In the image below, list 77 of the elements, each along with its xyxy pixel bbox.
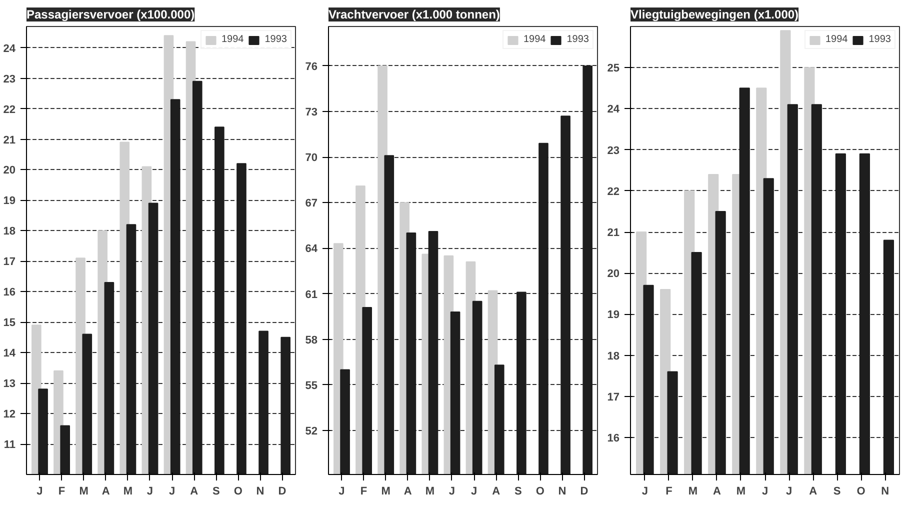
x-tick-label: A [492,486,500,498]
x-tick-label: M [79,486,88,498]
x-tick-label: O [536,486,545,498]
legend-label: 1993 [868,34,891,45]
x-tick-label: M [425,486,435,498]
y-tick-label: 23 [607,144,620,157]
y-tick-label: 12 [3,408,16,421]
x-tick-label: A [404,486,412,498]
y-tick-label: 15 [3,317,16,330]
y-tick-label: 17 [3,256,16,268]
x-tick-label: M [736,486,746,498]
x-tick-label: A [809,486,818,498]
x-tick-label: J [448,486,456,498]
y-tick-label: 67 [305,198,318,210]
y-tick-label: 14 [3,348,16,360]
x-tick-label: J [762,486,768,498]
chart-title: Vliegtuigbewegingen (x1.000) [630,8,799,22]
y-tick-label: 18 [607,350,620,362]
y-tick-label: 19 [3,195,16,208]
y-tick-label: 20 [3,164,16,177]
y-tick-label: 22 [3,104,16,116]
y-tick-label: 25 [607,62,620,75]
y-tick-label: 21 [3,134,16,146]
legend-label: 1994 [222,34,244,45]
x-tick-label: D [278,486,286,498]
y-tick-label: 16 [3,286,16,299]
x-tick-label: J [36,486,43,498]
x-tick-label: F [360,486,368,498]
x-tick-label: F [58,486,66,498]
x-tick-label: N [558,486,566,498]
y-tick-label: 23 [3,73,16,86]
y-tick-label: 18 [3,226,16,238]
x-tick-label: D [580,486,588,498]
y-tick-label: 58 [305,334,318,346]
y-tick-label: 61 [305,288,318,301]
y-tick-label: 20 [607,268,620,280]
y-tick-label: 24 [3,42,16,55]
x-tick-label: A [190,486,198,498]
legend-label: 1993 [264,34,287,45]
y-tick-label: 64 [305,243,318,256]
legend-label: 1993 [566,34,589,45]
x-tick-label: N [256,486,264,498]
y-tick-label: 73 [305,106,318,119]
y-tick-label: 55 [305,380,318,392]
x-tick-label: J [338,486,345,498]
x-tick-label: S [514,486,522,498]
legend-label: 1994 [524,34,546,45]
x-tick-label: O [234,486,243,498]
x-tick-label: J [642,486,648,498]
x-tick-label: S [833,486,841,498]
y-tick-label: 22 [607,186,620,198]
y-tick-label: 19 [607,309,620,322]
x-tick-label: J [168,486,176,498]
x-tick-label: J [470,486,478,498]
x-tick-label: A [102,486,110,498]
y-tick-label: 17 [607,391,620,404]
x-tick-label: N [881,486,890,498]
x-tick-label: M [123,486,133,498]
legend-label: 1994 [826,34,848,45]
y-tick-label: 52 [305,425,318,438]
y-tick-label: 13 [3,378,16,390]
x-tick-label: O [856,486,866,498]
y-tick-label: 16 [607,432,620,445]
y-tick-label: 21 [607,227,620,240]
x-tick-label: M [381,486,390,498]
y-tick-label: 24 [607,104,620,116]
x-tick-label: J [146,486,154,498]
y-tick-label: 70 [305,152,318,164]
chart-title: Vrachtvervoer (x1.000 tonnen) [328,8,500,22]
x-tick-label: A [712,486,721,498]
x-tick-label: J [786,486,792,498]
chart-title: Passagiersvervoer (x100.000) [26,8,195,22]
x-tick-label: S [212,486,220,498]
x-tick-label: F [666,486,673,498]
y-tick-label: 76 [305,60,318,73]
x-tick-label: M [688,486,698,498]
y-tick-label: 11 [4,439,16,452]
